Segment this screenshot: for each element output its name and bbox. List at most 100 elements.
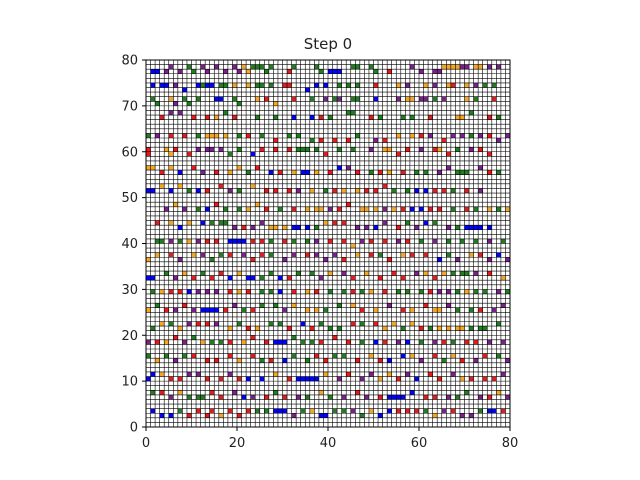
grid-cell-orange [305, 206, 310, 212]
grid-cell-purple [177, 69, 183, 74]
grid-cell-red [273, 137, 278, 143]
grid-cell-purple [496, 64, 501, 70]
grid-cell-red [428, 206, 433, 212]
grid-cell-blue [218, 96, 224, 102]
grid-cell-green [405, 289, 410, 294]
grid-cell-orange [241, 64, 247, 70]
grid-cell-green [291, 64, 297, 70]
grid-cell-green [309, 96, 315, 102]
grid-cell-red [218, 394, 224, 400]
grid-cell-purple [232, 64, 237, 70]
grid-cell-red [450, 82, 456, 88]
grid-cell-orange [255, 326, 260, 331]
grid-cell-orange [168, 220, 174, 226]
grid-cell-red [309, 326, 315, 331]
grid-cell-blue [309, 376, 315, 382]
grid-cell-red [450, 408, 456, 414]
grid-line-path [145, 59, 511, 428]
grid-cell-green [419, 289, 424, 294]
grid-cell-purple [323, 96, 328, 102]
grid-cell-red [214, 202, 219, 207]
grid-cell-orange [459, 115, 465, 120]
grid-cell-green [164, 271, 169, 276]
grid-cell-orange [409, 133, 415, 138]
grid-cell-blue [478, 225, 483, 230]
grid-cell-orange [350, 243, 356, 249]
grid-cell-green [491, 82, 497, 88]
grid-cell-red [291, 206, 297, 212]
grid-cell-orange [200, 339, 206, 345]
grid-cell-red [259, 147, 265, 152]
grid-cell-blue [496, 252, 501, 258]
grid-cell-orange [177, 326, 183, 331]
grid-cell-red [359, 307, 365, 313]
grid-cell-green [378, 252, 383, 258]
grid-cell-purple [282, 307, 288, 313]
grid-cell-blue [205, 82, 210, 88]
y-tick-label: 50 [121, 191, 138, 206]
grid-cell-purple [337, 96, 342, 102]
grid-cell-red [159, 390, 165, 395]
grid-cell-green [150, 289, 156, 294]
grid-cell-orange [368, 408, 374, 414]
grid-cell-green [359, 339, 365, 345]
grid-cell-green [218, 220, 224, 226]
grid-cell-red [437, 376, 442, 382]
grid-cell-red [378, 394, 383, 400]
grid-cell-blue [491, 408, 497, 414]
grid-cell-red [205, 321, 210, 327]
grid-cell-green [155, 238, 160, 244]
grid-cell-green [150, 96, 156, 102]
grid-cell-orange [214, 133, 219, 138]
grid-cell-red [191, 275, 197, 281]
grid-cell-red [441, 188, 447, 194]
grid-cell-red [287, 326, 292, 331]
grid-cell-purple [396, 339, 401, 345]
grid-cell-orange [464, 96, 470, 102]
grid-cell-green [419, 339, 424, 345]
grid-cell-red [318, 339, 324, 345]
grid-cell-green [496, 321, 501, 327]
grid-cell-red [432, 188, 438, 194]
grid-cell-orange [455, 326, 460, 331]
grid-cell-red [405, 147, 410, 152]
grid-cell-green [496, 115, 501, 120]
grid-cell-green [200, 394, 206, 400]
grid-cell-purple [341, 271, 347, 276]
grid-cell-blue [305, 170, 310, 175]
grid-cell-green [409, 115, 415, 120]
y-axis: 0 10 20 30 40 50 60 70 80 [121, 54, 146, 436]
grid-cell-green [300, 339, 306, 345]
grid-cell-red [287, 376, 292, 382]
grid-cell-red [382, 339, 388, 345]
grid-cell-red [205, 376, 210, 382]
grid-cell-purple [446, 225, 451, 230]
grid-cell-green [359, 289, 365, 294]
grid-cell-red [332, 220, 338, 226]
grid-cell-green [455, 225, 460, 230]
grid-cell-green [146, 133, 151, 138]
grid-cell-red [464, 188, 470, 194]
grid-cell-green [478, 326, 483, 331]
grid-cell-red [232, 115, 237, 120]
grid-cell-orange [146, 165, 151, 171]
grid-cell-red [205, 238, 210, 244]
y-tick-label: 40 [121, 237, 138, 252]
grid-cell-red [350, 321, 356, 327]
grid-cell-blue [337, 69, 342, 74]
grid-cell-blue [469, 225, 474, 230]
grid-cell-blue [378, 413, 383, 418]
grid-cell-red [205, 115, 210, 120]
grid-cell-orange [382, 147, 388, 152]
grid-cell-orange [250, 183, 256, 189]
grid-cell-purple [505, 133, 510, 138]
grid-cell-green [323, 188, 328, 194]
grid-cell-orange [268, 225, 274, 230]
grid-cell-green [246, 170, 251, 175]
grid-cell-purple [500, 303, 506, 308]
grid-cell-green [355, 82, 360, 88]
grid-cell-red [168, 133, 174, 138]
grid-cell-red [332, 137, 338, 143]
grid-cell-blue [168, 188, 174, 194]
grid-cell-purple [437, 170, 442, 175]
